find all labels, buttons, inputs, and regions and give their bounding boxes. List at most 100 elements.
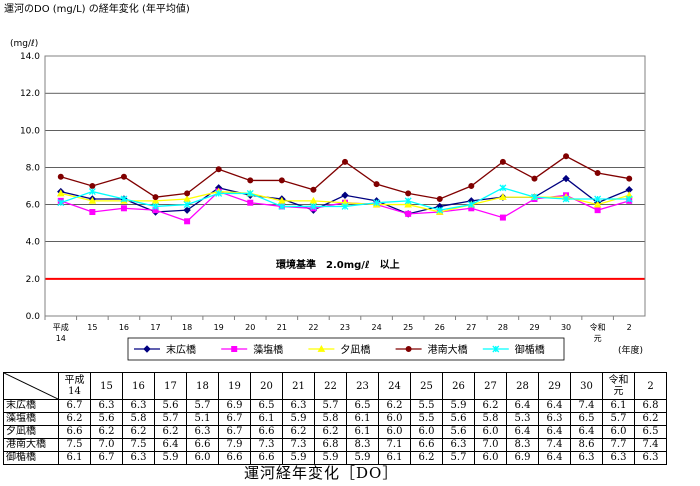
table-row: 御楯橋 6.1 6.7 6.3 5.9 6.0 6.6 6.6 5.9 5.9 5.9 6.1 6.2 5… (3, 451, 667, 465)
data-point (342, 158, 348, 165)
data-point (404, 200, 413, 208)
table-cell: 6.3 (442, 438, 475, 452)
table-row-name: 夕凪橋 (3, 425, 59, 439)
table-year-header: 28 (506, 372, 539, 400)
table-year-header: 15 (90, 372, 123, 400)
y-tick-label: 6.0 (26, 201, 41, 211)
legend-label: 藻塩橋 (253, 343, 283, 356)
x-tick-label: 令和元 (590, 322, 606, 343)
table-year-header: 20 (250, 372, 283, 400)
table-cell: 6.5 (634, 425, 667, 439)
table-row: 夕凪橋 6.6 6.2 6.2 6.2 6.3 6.7 6.6 6.2 6.2 6.1 6.0 6.0 5… (3, 425, 667, 439)
data-point (246, 189, 254, 197)
table-cell: 6.2 (474, 399, 507, 413)
data-point (183, 206, 191, 214)
table-cell: 6.2 (90, 425, 123, 439)
table-cell: 6.5 (570, 412, 603, 426)
table-year-header: 26 (442, 372, 475, 400)
table-year-header: 18 (186, 372, 219, 400)
table-cell: 5.9 (282, 412, 315, 426)
table-cell: 5.7 (154, 412, 187, 426)
table-year-header: 25 (410, 372, 443, 400)
table-cell: 7.4 (570, 399, 603, 413)
series-group (56, 153, 634, 225)
data-point (89, 209, 96, 215)
data-point (88, 196, 97, 204)
table-cell: 6.1 (346, 425, 379, 439)
table-cell: 5.1 (186, 412, 219, 426)
table-cell: 5.8 (314, 412, 347, 426)
table-cell: 5.9 (346, 451, 379, 465)
table-cell: 6.7 (218, 425, 251, 439)
table-cell: 6.6 (58, 425, 91, 439)
table-cell: 8.6 (570, 438, 603, 452)
table-cell: 5.6 (154, 399, 187, 413)
data-point (563, 153, 570, 160)
table-cell: 6.0 (474, 425, 507, 439)
data-point (152, 202, 159, 210)
x-tick-label: 19 (214, 323, 224, 332)
table-cell: 7.4 (634, 438, 667, 452)
table-cell: 6.1 (58, 451, 91, 465)
grid-lines (45, 92, 645, 280)
table-cell: 6.4 (538, 399, 571, 413)
table-row: 港南大橋 7.5 7.0 7.5 6.4 6.6 7.9 7.3 7.3 6.8 8.3 7.1 6.6… (3, 438, 667, 452)
table-cell: 6.4 (570, 425, 603, 439)
data-point (594, 195, 602, 203)
x-tick-label: 22 (308, 323, 318, 332)
x-tick-label: 16 (119, 323, 129, 332)
table-cell: 6.4 (506, 425, 539, 439)
table-cell: 6.5 (346, 399, 379, 413)
table-corner-cell (3, 372, 59, 400)
data-point (120, 173, 127, 180)
x-axis-ticks: 平成 14 15 16 17 18 19 20 21 22 23 24 25 26 27 28 29 30 令和元 2 (44, 316, 632, 343)
data-point (341, 191, 349, 199)
y-tick-label: 10.0 (20, 126, 40, 136)
table-header-row: 平成 14 15 16 17 18 19 20 21 22 23 24 25 26 27 28 29 30 令和元 2 (3, 372, 667, 400)
data-point (499, 158, 506, 165)
table-cell: 6.3 (282, 399, 315, 413)
x-tick-label: 21 (277, 323, 287, 332)
table-cell: 5.9 (442, 399, 475, 413)
data-point (594, 170, 601, 176)
x-tick-label: 25 (403, 323, 413, 332)
table-cell: 6.6 (186, 438, 219, 452)
plot-frame (44, 55, 646, 317)
data-point (531, 175, 538, 182)
table-cell: 5.7 (186, 399, 219, 413)
table-year-header: 24 (378, 372, 411, 400)
data-point (593, 200, 602, 208)
data-point (626, 175, 633, 182)
table-cell: 8.3 (506, 438, 539, 452)
x-tick-label: 23 (340, 323, 350, 332)
table-cell: 6.3 (634, 451, 667, 465)
table-cell: 6.0 (186, 451, 219, 465)
legend-item: 藻塩橋 (221, 343, 283, 356)
table-row-name: 御楯橋 (3, 451, 59, 465)
x-tick-label: 15 (87, 323, 97, 332)
legend-label: 御楯橋 (515, 343, 545, 356)
table-year-header: 21 (282, 372, 315, 400)
table-cell: 6.2 (282, 425, 315, 439)
table-cell: 6.8 (634, 399, 667, 413)
table-cell: 5.5 (410, 412, 443, 426)
table-row-name: 藻塩橋 (3, 412, 59, 426)
table-cell: 6.6 (410, 438, 443, 452)
table-cell: 6.4 (506, 399, 539, 413)
table-cell: 6.4 (154, 438, 187, 452)
data-point (531, 193, 538, 201)
table-year-header: 19 (218, 372, 251, 400)
data-point (309, 196, 318, 204)
table-cell: 6.2 (58, 412, 91, 426)
data-point (373, 199, 381, 207)
table-cell: 6.2 (410, 451, 443, 465)
table-year-header: 17 (154, 372, 187, 400)
legend-item: 御楯橋 (482, 343, 545, 356)
legend-label: 港南大橋 (428, 343, 468, 356)
y-axis-ticks: 0.0 2.0 4.0 6.0 8.0 10.0 12.0 14.0 (20, 52, 40, 322)
chart-title: 運河のDO (mg/L) の経年変化 (年平均値) (4, 2, 190, 15)
data-point (467, 201, 475, 209)
data-point (468, 183, 475, 189)
data-point (231, 346, 238, 352)
table-cell: 6.2 (154, 425, 187, 439)
